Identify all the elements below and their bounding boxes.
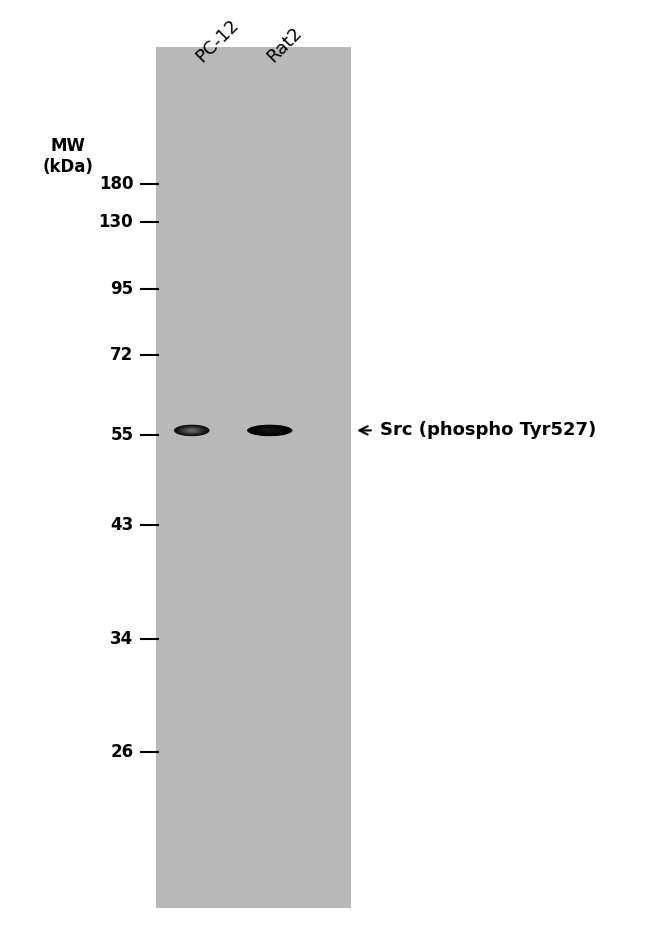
Ellipse shape (261, 429, 279, 432)
Ellipse shape (247, 425, 292, 436)
Ellipse shape (252, 426, 287, 435)
Ellipse shape (190, 429, 194, 431)
Ellipse shape (178, 426, 205, 435)
Ellipse shape (258, 428, 281, 433)
Ellipse shape (179, 427, 204, 434)
Ellipse shape (176, 425, 208, 436)
Text: 72: 72 (110, 345, 133, 364)
Text: 26: 26 (110, 743, 133, 762)
Ellipse shape (255, 427, 284, 434)
Ellipse shape (183, 428, 201, 433)
Ellipse shape (183, 428, 200, 433)
Ellipse shape (265, 429, 274, 431)
Ellipse shape (177, 426, 207, 435)
Ellipse shape (263, 429, 276, 432)
Ellipse shape (181, 427, 203, 434)
Ellipse shape (179, 427, 205, 434)
Ellipse shape (256, 427, 283, 434)
Text: Rat2: Rat2 (263, 24, 305, 66)
Text: 43: 43 (110, 516, 133, 534)
Ellipse shape (252, 426, 288, 435)
Ellipse shape (248, 425, 292, 436)
Ellipse shape (174, 425, 209, 436)
Ellipse shape (188, 429, 195, 431)
Text: 130: 130 (99, 213, 133, 232)
Ellipse shape (184, 428, 200, 433)
Text: 95: 95 (110, 279, 133, 298)
Ellipse shape (249, 425, 291, 436)
Text: Src (phospho Tyr527): Src (phospho Tyr527) (380, 421, 597, 440)
Ellipse shape (260, 428, 280, 433)
Ellipse shape (177, 426, 206, 435)
Bar (156, 47, 351, 908)
Ellipse shape (187, 429, 196, 431)
Ellipse shape (187, 429, 197, 432)
Ellipse shape (254, 427, 285, 434)
Ellipse shape (257, 428, 283, 433)
Ellipse shape (267, 429, 272, 431)
Ellipse shape (266, 429, 274, 431)
Ellipse shape (185, 429, 199, 432)
Ellipse shape (259, 428, 281, 433)
Ellipse shape (265, 429, 275, 431)
Ellipse shape (186, 429, 198, 432)
Ellipse shape (185, 429, 198, 432)
Ellipse shape (261, 429, 278, 432)
Ellipse shape (263, 429, 277, 432)
Ellipse shape (250, 426, 290, 435)
Ellipse shape (254, 427, 286, 434)
Text: 34: 34 (110, 629, 133, 648)
Text: 55: 55 (111, 426, 133, 445)
Ellipse shape (182, 428, 202, 433)
Ellipse shape (175, 425, 209, 436)
Ellipse shape (251, 426, 289, 435)
Text: 180: 180 (99, 175, 133, 194)
Ellipse shape (180, 427, 203, 434)
Ellipse shape (176, 426, 207, 435)
Ellipse shape (189, 429, 194, 431)
Text: MW
(kDa): MW (kDa) (43, 137, 94, 176)
Text: PC-12: PC-12 (192, 16, 242, 66)
